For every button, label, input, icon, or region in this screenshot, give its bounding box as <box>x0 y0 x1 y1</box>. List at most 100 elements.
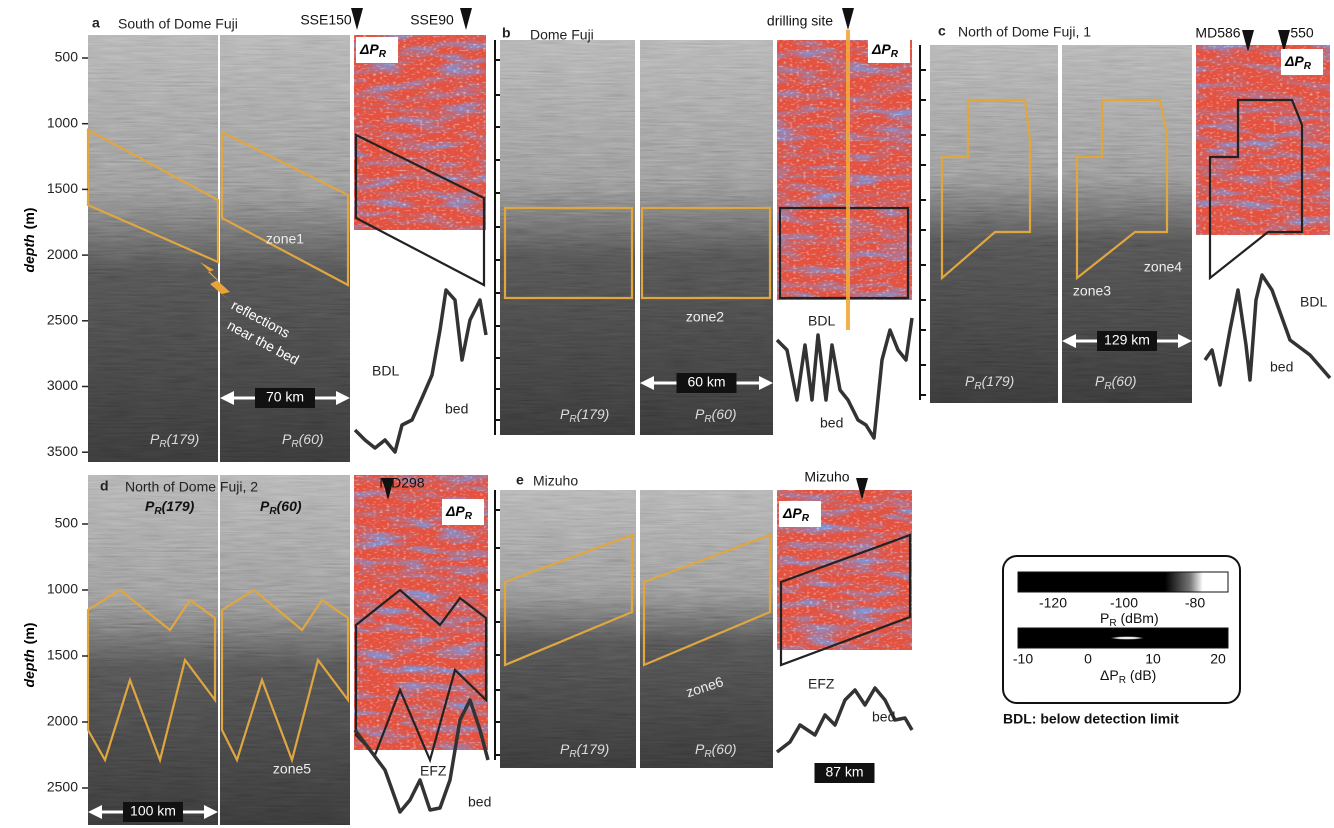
subscript: R <box>291 439 298 450</box>
below-detection <box>354 230 486 232</box>
suffix: (179) <box>982 373 1015 389</box>
panel-letter: a <box>92 15 100 31</box>
subscript: R <box>704 749 711 760</box>
panel-letter: d <box>100 478 109 494</box>
scale-arrow-head <box>898 766 912 780</box>
symbol: ΔP <box>445 503 465 519</box>
scale-label: 60 km <box>687 374 725 390</box>
colorbar-tick-label: -100 <box>1110 595 1138 611</box>
suffix: (60) <box>712 406 737 422</box>
colorbar-tick-label: -10 <box>1013 651 1033 667</box>
suffix: (179) <box>167 431 200 447</box>
suffix: (60) <box>277 498 302 514</box>
site-marker: drilling site <box>767 13 833 29</box>
annotation: bed <box>445 401 468 417</box>
below-detection <box>777 650 912 652</box>
radargram-texture <box>88 35 218 462</box>
zone-label: zone5 <box>273 761 311 777</box>
colorbar-tick-label: 10 <box>1145 651 1161 667</box>
radargram-texture <box>88 475 218 825</box>
marker-arrow <box>460 8 472 30</box>
site-marker: SSE90 <box>410 12 454 28</box>
subscript: R <box>704 414 711 425</box>
colorbar-dpr <box>1018 628 1228 648</box>
marker-arrow <box>842 8 854 30</box>
annotation: bed <box>468 794 491 810</box>
symbol: ΔP <box>359 41 379 57</box>
symbol: P <box>1100 610 1109 626</box>
zone-label: zone4 <box>1144 259 1182 275</box>
suffix: (60) <box>712 741 737 757</box>
axis-title-unit: (m) <box>21 208 37 230</box>
depth-tick-label: 3500 <box>47 443 78 459</box>
zone-label: zone1 <box>266 231 304 247</box>
depth-tick-label: 1500 <box>47 180 78 196</box>
annotation: BDL <box>808 313 835 329</box>
site-marker: Mizuho <box>804 469 849 485</box>
panel-title: North of Dome Fuji, 1 <box>958 24 1091 40</box>
annotation: BDL <box>372 363 399 379</box>
subscript: R <box>569 414 576 425</box>
suffix: (179) <box>577 741 610 757</box>
delta-speckle <box>354 35 486 230</box>
depth-tick-label: 500 <box>55 515 79 531</box>
axis-title-unit: (m) <box>21 623 37 645</box>
subscript: R <box>1119 675 1126 686</box>
radargram-texture <box>640 490 773 768</box>
depth-tick-label: 2500 <box>47 312 78 328</box>
suffix: (60) <box>1112 373 1137 389</box>
depth-axis-title: depth(m) <box>21 208 37 273</box>
panel-title: South of Dome Fuji <box>118 16 238 32</box>
colorbar-pr <box>1018 572 1228 592</box>
subscript: R <box>802 513 810 524</box>
depth-axis-title: depth (m) <box>21 623 37 688</box>
colorbar-tick-label: 0 <box>1084 651 1092 667</box>
depth-tick-label: 3000 <box>47 377 78 393</box>
panel-letter: e <box>516 472 524 488</box>
below-detection <box>354 750 488 752</box>
annotation: bed <box>1270 359 1293 375</box>
depth-tick-label: 2500 <box>47 779 78 795</box>
suffix: (dB) <box>1126 667 1156 683</box>
below-detection <box>777 300 912 302</box>
annotation: bed <box>820 415 843 431</box>
subscript: R <box>974 381 981 392</box>
subscript: R <box>379 49 387 60</box>
symbol: ΔP <box>1100 667 1119 683</box>
symbol: ΔP <box>1284 53 1304 69</box>
annotation: EFZ <box>808 676 835 692</box>
suffix: (dBm) <box>1117 610 1159 626</box>
panel-title: North of Dome Fuji, 2 <box>125 479 258 495</box>
site-marker: MD586 <box>1195 25 1240 41</box>
subscript: R <box>1304 61 1312 72</box>
panel-letter: c <box>938 23 946 39</box>
subscript: R <box>1109 618 1116 629</box>
depth-tick-label: 1000 <box>47 581 78 597</box>
panel-letter: b <box>502 25 511 41</box>
subscript: R <box>569 749 576 760</box>
depth-tick-label: 2000 <box>47 246 78 262</box>
figure: aSouth of Dome FujiSSE150SSE90ΔPRzone1re… <box>0 0 1334 828</box>
subscript: R <box>465 511 473 522</box>
suffix: (179) <box>577 406 610 422</box>
zone-label: zone2 <box>686 309 724 325</box>
depth-tick-label: 1500 <box>47 647 78 663</box>
subscript: R <box>891 49 899 60</box>
marker-arrow <box>351 8 363 30</box>
site-marker: SSE150 <box>300 12 352 28</box>
site-marker: 550 <box>1290 25 1314 41</box>
colorbar-tick-label: -120 <box>1039 595 1067 611</box>
bed-profile <box>1205 275 1330 385</box>
annotation: BDL <box>1300 294 1327 310</box>
delta-speckle <box>777 40 912 300</box>
depth-tick-label: 1000 <box>47 114 78 130</box>
scale-arrow-head <box>777 766 791 780</box>
legend-note: BDL: below detection limit <box>1003 711 1179 727</box>
scale-label: 70 km <box>266 389 304 405</box>
radargram-texture <box>930 45 1058 403</box>
subscript: R <box>159 439 166 450</box>
symbol: ΔP <box>782 505 802 521</box>
axis-title-word: depth <box>21 649 37 687</box>
colorbar-tick-label: -80 <box>1185 595 1205 611</box>
bed-profile <box>777 318 912 438</box>
